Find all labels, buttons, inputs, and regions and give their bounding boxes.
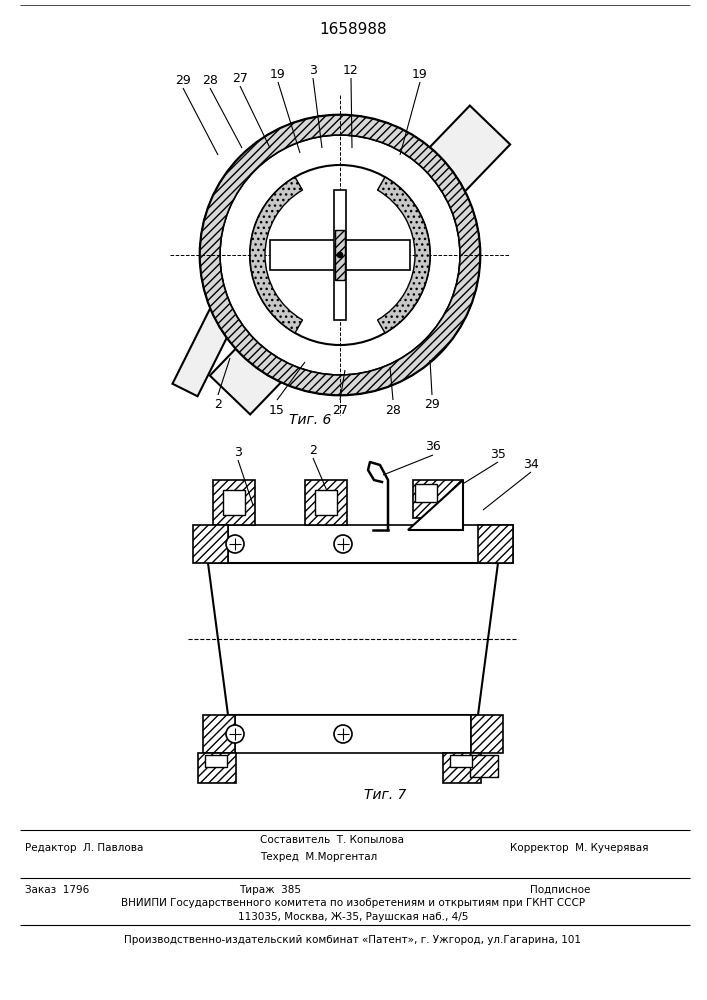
Bar xyxy=(443,753,481,783)
Text: 34: 34 xyxy=(523,458,539,471)
Text: Тираж  385: Тираж 385 xyxy=(239,885,301,895)
Text: 36: 36 xyxy=(425,440,441,454)
Text: Редактор  Л. Павлова: Редактор Л. Павлова xyxy=(25,843,144,853)
Polygon shape xyxy=(334,190,346,320)
Bar xyxy=(223,490,245,515)
Text: 2: 2 xyxy=(214,398,222,412)
Text: Τиг. 7: Τиг. 7 xyxy=(364,788,407,802)
Wedge shape xyxy=(378,177,430,333)
Text: 113035, Москва, Ж-35, Раушская наб., 4/5: 113035, Москва, Ж-35, Раушская наб., 4/5 xyxy=(238,912,468,922)
Text: 19: 19 xyxy=(270,68,286,81)
Bar xyxy=(413,480,463,518)
Text: 15: 15 xyxy=(269,403,285,416)
Text: Производственно-издательский комбинат «Патент», г. Ужгород, ул.Гагарина, 101: Производственно-издательский комбинат «П… xyxy=(124,935,581,945)
Bar xyxy=(198,753,236,783)
Text: 3: 3 xyxy=(234,446,242,458)
Bar xyxy=(305,480,347,525)
Wedge shape xyxy=(250,177,303,333)
Bar xyxy=(228,525,513,563)
Text: 29: 29 xyxy=(424,398,440,412)
Bar xyxy=(193,525,228,563)
Bar xyxy=(470,755,498,777)
Bar xyxy=(335,230,345,280)
Text: Заказ  1796: Заказ 1796 xyxy=(25,885,89,895)
Circle shape xyxy=(200,115,480,395)
Text: 29: 29 xyxy=(175,74,191,87)
Text: 28: 28 xyxy=(385,403,401,416)
Polygon shape xyxy=(210,106,510,414)
Polygon shape xyxy=(208,563,498,715)
Circle shape xyxy=(337,252,343,258)
Text: 2: 2 xyxy=(309,444,317,456)
Bar xyxy=(478,525,513,563)
Text: 12: 12 xyxy=(343,64,359,77)
Polygon shape xyxy=(408,480,463,530)
Bar xyxy=(471,715,503,753)
Circle shape xyxy=(226,725,244,743)
Text: 27: 27 xyxy=(332,403,348,416)
Circle shape xyxy=(226,535,244,553)
Text: 27: 27 xyxy=(232,72,248,85)
Bar xyxy=(213,480,255,525)
Bar xyxy=(450,755,472,767)
Text: 35: 35 xyxy=(490,448,506,460)
Text: 3: 3 xyxy=(309,64,317,77)
Text: 19: 19 xyxy=(412,68,428,81)
Text: 1658988: 1658988 xyxy=(319,22,387,37)
Text: Составитель  Т. Копылова: Составитель Т. Копылова xyxy=(260,835,404,845)
Text: ВНИИПИ Государственного комитета по изобретениям и открытиям при ГКНТ СССР: ВНИИПИ Государственного комитета по изоб… xyxy=(121,898,585,908)
Bar xyxy=(415,484,437,502)
Bar xyxy=(205,755,227,767)
Bar xyxy=(315,490,337,515)
Wedge shape xyxy=(200,115,480,395)
Circle shape xyxy=(334,725,352,743)
Polygon shape xyxy=(270,240,410,270)
Bar xyxy=(203,715,235,753)
Text: 28: 28 xyxy=(202,74,218,87)
Text: Τиг. 6: Τиг. 6 xyxy=(289,413,331,427)
Text: Техред  М.Моргентал: Техред М.Моргентал xyxy=(260,852,378,862)
Circle shape xyxy=(334,535,352,553)
Wedge shape xyxy=(200,115,480,395)
Text: Подписное: Подписное xyxy=(530,885,590,895)
Bar xyxy=(235,715,471,753)
Polygon shape xyxy=(173,304,238,396)
Circle shape xyxy=(250,165,430,345)
Text: Корректор  М. Кучерявая: Корректор М. Кучерявая xyxy=(510,843,648,853)
